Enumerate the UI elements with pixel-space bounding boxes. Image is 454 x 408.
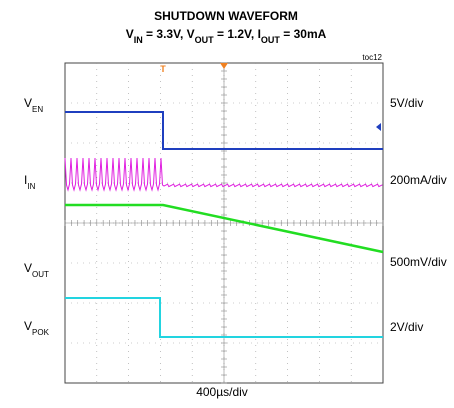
channel-name: V xyxy=(24,261,32,275)
channel-label: IIN xyxy=(24,173,36,191)
subscript: EN xyxy=(32,105,43,114)
subscript: IN xyxy=(27,182,35,191)
trigger-marker: T xyxy=(160,64,166,74)
subscript: OUT xyxy=(195,35,215,45)
subscript: OUT xyxy=(261,35,281,45)
vout-trace xyxy=(65,203,384,254)
vpok-trace xyxy=(65,297,383,338)
iin-trace xyxy=(64,157,383,192)
channel-label: VPOK xyxy=(24,319,50,337)
subtitle-part: = 30mA xyxy=(280,27,327,41)
subtitle-part: V xyxy=(126,27,134,41)
channel-scale: 5V/div xyxy=(390,96,423,110)
ground-marker xyxy=(376,123,381,131)
trigger-position xyxy=(220,63,228,69)
channel-name: V xyxy=(24,96,32,110)
channel-scale: 500mV/div xyxy=(390,255,447,269)
channel-label: VEN xyxy=(24,96,43,114)
channel-scale: 200mA/div xyxy=(390,173,447,187)
subtitle-part: = 3.3V, V xyxy=(143,27,195,41)
subscript: POK xyxy=(32,328,50,337)
subtitle-part: = 1.2V, I xyxy=(214,27,261,41)
subscript: IN xyxy=(134,35,143,45)
channel-label: VOUT xyxy=(24,261,49,279)
subtitle: VIN = 3.3V, VOUT = 1.2V, IOUT = 30mA xyxy=(126,27,327,45)
channel-name: V xyxy=(24,319,32,333)
time-scale: 400µs/div xyxy=(196,385,248,399)
scope-grid xyxy=(64,62,384,384)
title: SHUTDOWN WAVEFORM xyxy=(154,9,298,23)
traces xyxy=(64,111,384,338)
channel-name: I xyxy=(24,173,27,187)
figure-id: toc12 xyxy=(362,53,382,62)
ven-trace xyxy=(65,111,383,150)
subscript: OUT xyxy=(32,270,49,279)
channel-scale: 2V/div xyxy=(390,320,423,334)
